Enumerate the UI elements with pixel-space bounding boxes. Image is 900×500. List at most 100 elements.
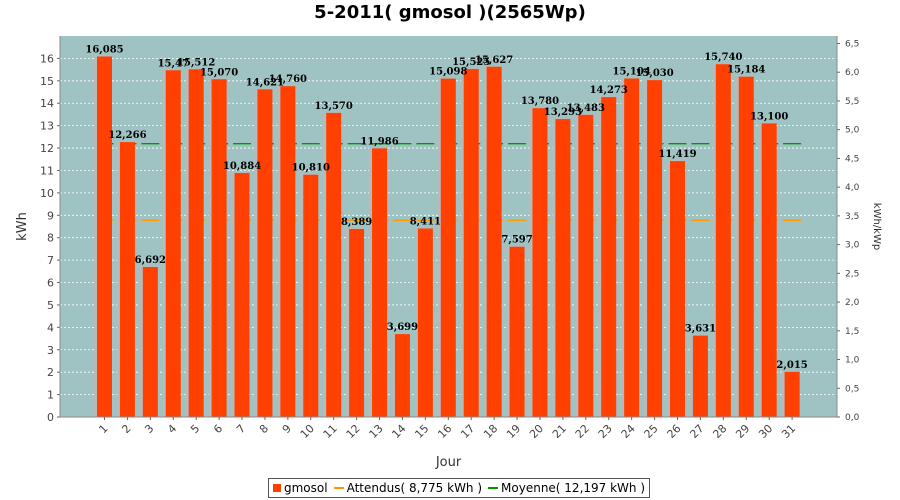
y-tick-label: 6 bbox=[47, 277, 54, 290]
data-label: 10,810 bbox=[292, 163, 330, 174]
y-tick-label: 11 bbox=[40, 164, 54, 177]
y-tick-label: 1 bbox=[47, 389, 54, 402]
bar bbox=[784, 371, 800, 417]
x-tick-label: 6 bbox=[211, 422, 225, 436]
data-label: 15,525 bbox=[452, 57, 490, 68]
data-label: 11,419 bbox=[658, 149, 696, 160]
data-label: 13,483 bbox=[567, 103, 605, 114]
x-tick-label: 16 bbox=[435, 422, 454, 441]
x-tick-label: 23 bbox=[596, 422, 615, 441]
y-tick-label: 14 bbox=[40, 97, 54, 110]
x-tick-label: 7 bbox=[234, 422, 248, 436]
bar bbox=[234, 173, 250, 417]
legend-label-attendus: Attendus( 8,775 kWh ) bbox=[346, 481, 483, 495]
y-tick-label: 9 bbox=[47, 209, 54, 222]
x-tick-label: 15 bbox=[412, 422, 431, 441]
bar bbox=[280, 86, 296, 417]
data-label: 13,100 bbox=[750, 111, 788, 122]
x-tick-label: 2 bbox=[119, 422, 133, 436]
bar bbox=[142, 267, 158, 417]
x-tick-label: 1 bbox=[96, 422, 110, 436]
y2-axis-label: kWh/kWp bbox=[871, 203, 882, 250]
data-label: 8,389 bbox=[341, 217, 372, 228]
y2-tick-label: 5,0 bbox=[845, 126, 860, 136]
y-tick-label: 0 bbox=[47, 411, 54, 424]
bar bbox=[578, 114, 594, 417]
data-label: 11,986 bbox=[360, 136, 398, 147]
y-tick-label: 10 bbox=[40, 187, 54, 200]
bar bbox=[555, 119, 571, 417]
x-tick-label: 11 bbox=[321, 422, 340, 441]
x-tick-label: 12 bbox=[344, 422, 363, 441]
y-tick-label: 8 bbox=[47, 232, 54, 245]
bar bbox=[257, 89, 273, 417]
y-tick-label: 2 bbox=[47, 366, 54, 379]
x-axis-label: Jour bbox=[435, 455, 462, 470]
y2-tick-label: 6,5 bbox=[845, 39, 859, 49]
data-label: 14,273 bbox=[590, 85, 628, 96]
bar bbox=[761, 123, 777, 417]
bar bbox=[440, 78, 456, 418]
bar bbox=[601, 97, 617, 417]
x-tick-label: 13 bbox=[367, 422, 386, 441]
x-tick-label: 9 bbox=[280, 422, 294, 436]
x-tick-label: 18 bbox=[481, 422, 500, 441]
x-tick-label: 5 bbox=[188, 422, 202, 436]
data-label: 8,411 bbox=[410, 216, 441, 227]
y-tick-label: 13 bbox=[40, 120, 54, 133]
x-tick-label: 4 bbox=[165, 422, 179, 436]
data-label: 15,104 bbox=[613, 66, 651, 77]
bar bbox=[303, 174, 319, 417]
y-tick-label: 5 bbox=[47, 299, 54, 312]
x-tick-label: 10 bbox=[298, 422, 317, 441]
data-label: 14,621 bbox=[246, 77, 284, 88]
data-label: 15,184 bbox=[727, 65, 765, 76]
x-tick-label: 19 bbox=[504, 422, 523, 441]
x-tick-label: 31 bbox=[779, 422, 798, 441]
y-axis-label: kWh bbox=[15, 212, 30, 241]
data-label: 15,740 bbox=[704, 52, 742, 63]
y-tick-label: 3 bbox=[47, 344, 54, 357]
legend-swatch-moyenne bbox=[488, 487, 499, 489]
bar bbox=[670, 161, 685, 417]
legend-item-moyenne: Moyenne( 12,197 kWh ) bbox=[488, 481, 645, 495]
x-tick-label: 17 bbox=[458, 422, 477, 441]
x-tick-label: 28 bbox=[710, 422, 729, 441]
y2-tick-label: 4,5 bbox=[845, 154, 859, 164]
x-tick-label: 14 bbox=[389, 422, 408, 441]
y2-tick-label: 1,5 bbox=[845, 327, 859, 337]
data-label: 15,627 bbox=[475, 55, 513, 66]
bar bbox=[417, 228, 433, 417]
x-tick-label: 25 bbox=[642, 422, 661, 441]
y-tick-label: 15 bbox=[40, 75, 54, 88]
data-label: 14,760 bbox=[269, 74, 307, 85]
bar bbox=[119, 142, 135, 417]
bar bbox=[647, 80, 663, 417]
bar bbox=[188, 69, 204, 418]
y2-tick-label: 0,0 bbox=[845, 413, 860, 423]
y2-tick-label: 1,0 bbox=[845, 356, 860, 366]
x-tick-label: 26 bbox=[665, 422, 684, 441]
data-label: 15,098 bbox=[429, 67, 467, 78]
data-label: 3,699 bbox=[387, 322, 418, 333]
bar bbox=[326, 112, 342, 418]
x-tick-label: 27 bbox=[687, 422, 706, 441]
bar bbox=[372, 148, 388, 417]
y2-tick-label: 5,5 bbox=[845, 97, 859, 107]
data-label: 6,692 bbox=[135, 255, 166, 266]
x-tick-label: 22 bbox=[573, 422, 592, 441]
data-label: 7,597 bbox=[501, 235, 532, 246]
legend-swatch-attendus bbox=[333, 487, 344, 489]
chart-title: 5-2011( gmosol )(2565Wp) bbox=[314, 2, 586, 23]
y2-tick-label: 3,5 bbox=[845, 212, 859, 222]
legend: gmosol Attendus( 8,775 kWh ) Moyenne( 12… bbox=[268, 478, 651, 498]
x-tick-label: 3 bbox=[142, 422, 156, 436]
y2-tick-label: 2,0 bbox=[845, 298, 860, 308]
bar bbox=[463, 69, 479, 418]
legend-swatch-gmosol bbox=[273, 484, 281, 492]
y-tick-label: 7 bbox=[47, 254, 54, 267]
bar bbox=[509, 246, 525, 417]
data-label: 13,780 bbox=[521, 96, 559, 107]
bar bbox=[97, 56, 112, 417]
